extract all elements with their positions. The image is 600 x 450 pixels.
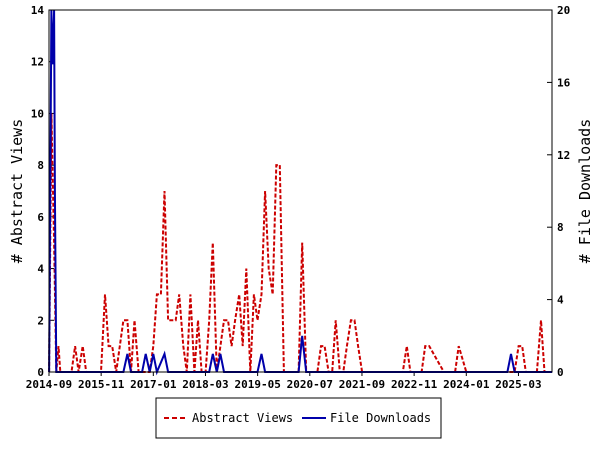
y-left-tick-label: 12: [31, 56, 44, 69]
y-left-tick-label: 6: [37, 211, 44, 224]
series-line-abstract-views: [48, 113, 549, 373]
plot-frame: [48, 9, 553, 373]
x-tick-label: 2017-01: [130, 378, 177, 391]
y-left-tick-label: 10: [31, 107, 44, 120]
y-right-tick-label: 8: [557, 221, 564, 234]
y-right-tick-label: 16: [557, 76, 571, 89]
y-left-tick-label: 2: [37, 314, 44, 327]
x-tick-label: 2014-09: [26, 378, 72, 391]
legend: Abstract Views File Downloads: [155, 397, 442, 439]
y-right-tick-label: 0: [557, 366, 564, 379]
x-tick-label: 2018-03: [182, 378, 228, 391]
series-line-file-downloads: [48, 9, 553, 376]
y-left-tick-label: 14: [31, 4, 45, 17]
x-tick-label: 2019-05: [234, 378, 280, 391]
x-tick-label: 2015-11: [78, 378, 125, 391]
x-ticks: 2014-09 2015-11 2017-01 2018-03 2019-05 2020-…: [26, 372, 542, 391]
y-right-tick-label: 20: [557, 4, 570, 17]
y-left-tick-label: 8: [37, 159, 44, 172]
x-tick-label: 2021-09: [339, 378, 385, 391]
right-y-ticks: 0 4 8 12 16 20: [547, 4, 571, 379]
y-left-tick-label: 4: [37, 263, 44, 276]
legend-label-file-downloads: File Downloads: [330, 411, 431, 425]
legend-box: [155, 397, 442, 439]
y-axis-right-title: # File Downloads: [576, 119, 594, 264]
y-right-tick-label: 4: [557, 294, 564, 307]
x-tick-label: 2025-03: [495, 378, 541, 391]
legend-label-abstract-views: Abstract Views: [192, 411, 293, 425]
y-left-tick-label: 0: [37, 366, 44, 379]
x-tick-label: 2024-01: [443, 378, 490, 391]
series-layer: [48, 9, 553, 376]
y-axis-left-title: # Abstract Views: [8, 119, 26, 264]
x-tick-label: 2020-07: [287, 378, 333, 391]
x-tick-label: 2022-11: [391, 378, 438, 391]
y-right-tick-label: 12: [557, 149, 570, 162]
